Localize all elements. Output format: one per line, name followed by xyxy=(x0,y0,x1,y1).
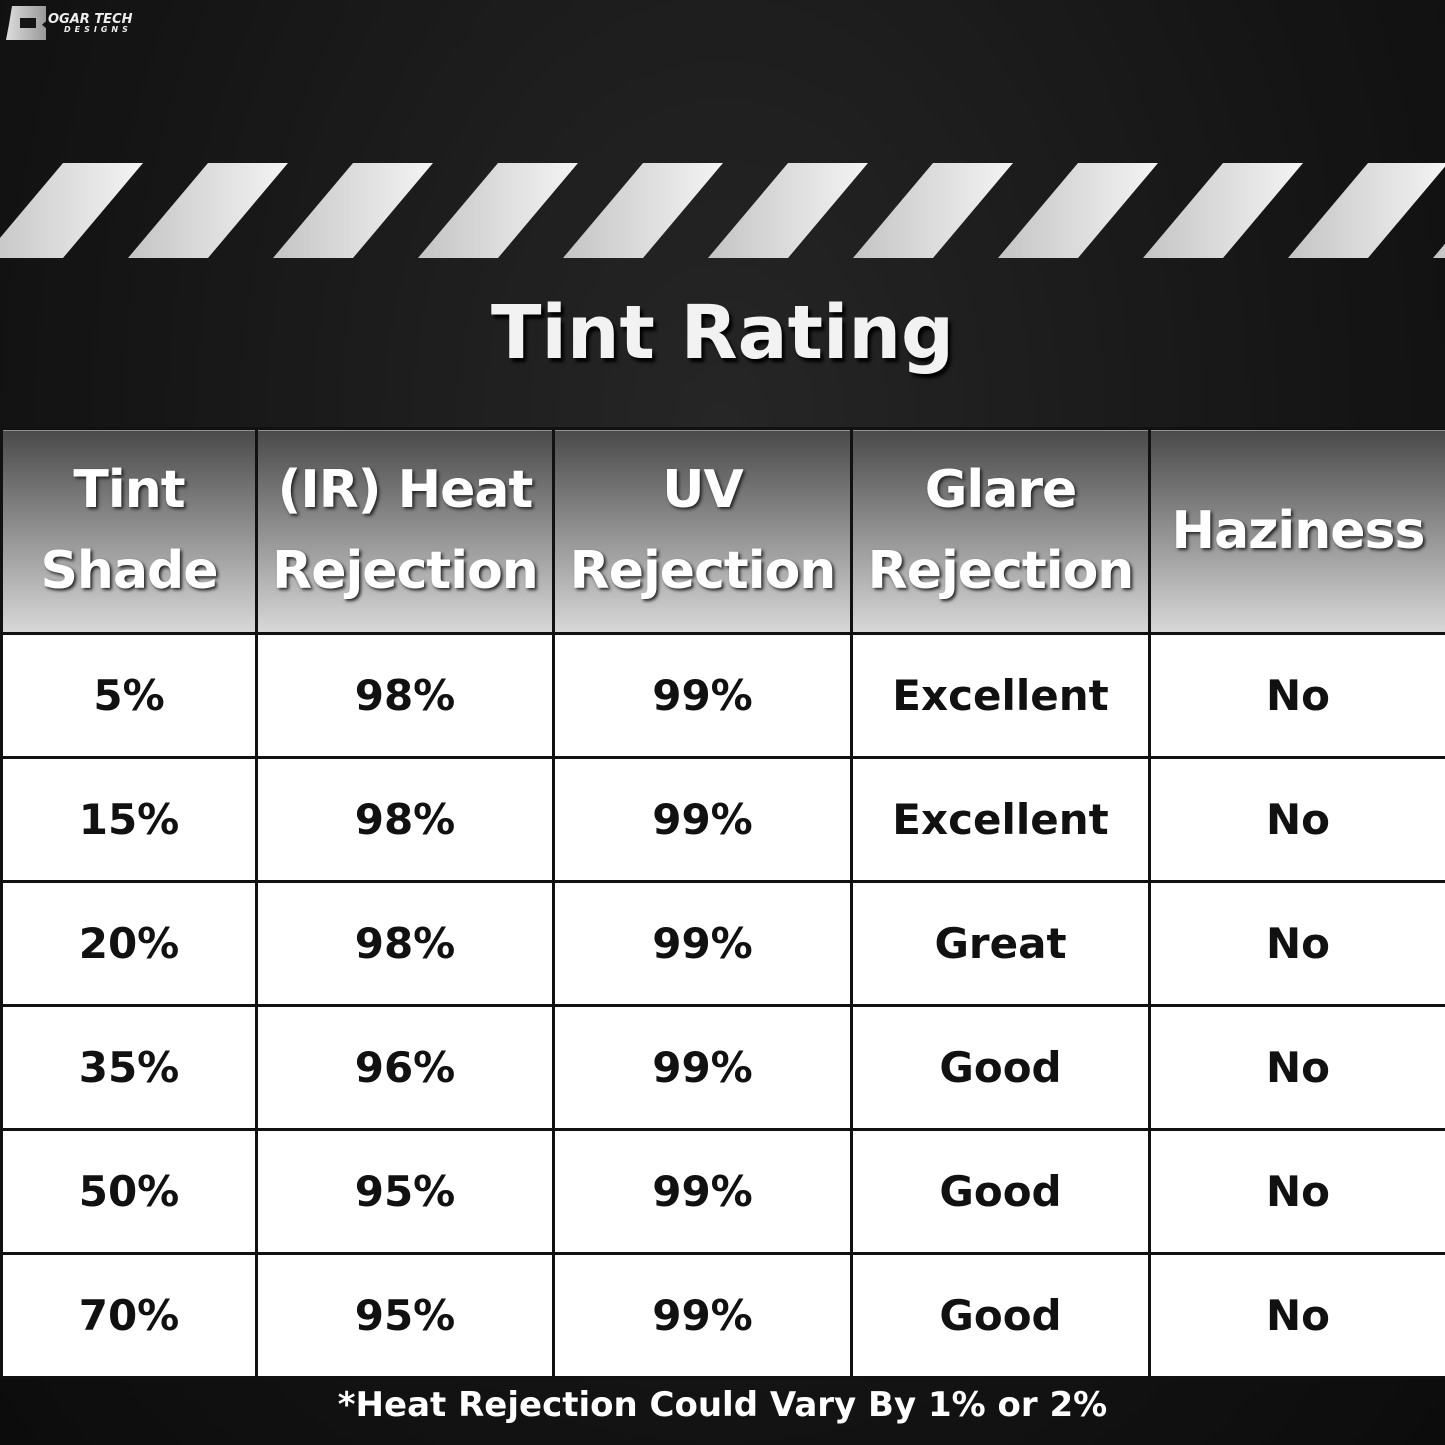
column-header: UV Rejection xyxy=(552,427,853,635)
column-header-line: (IR) Heat xyxy=(277,460,534,521)
stripe xyxy=(563,163,723,258)
table-cell: Good xyxy=(850,1004,1151,1131)
table-cell: 99% xyxy=(552,1252,853,1379)
column-header: Tint Shade xyxy=(0,427,258,635)
stripe xyxy=(273,163,433,258)
stripe xyxy=(998,163,1158,258)
logo-b-mark xyxy=(6,6,46,40)
table-cell: 99% xyxy=(552,880,853,1007)
column-header: Haziness xyxy=(1148,427,1445,635)
table-cell: Excellent xyxy=(850,632,1151,759)
table-cell: 95% xyxy=(255,1252,555,1379)
stripe xyxy=(1433,243,1445,258)
column-header-line: Shade xyxy=(40,541,218,601)
table-cell: No xyxy=(1148,1128,1445,1255)
column-header-line: Haziness xyxy=(1171,500,1426,561)
table-row: 70% 95% 99% Good No xyxy=(0,1252,1445,1379)
table-cell: No xyxy=(1148,1252,1445,1379)
stripe xyxy=(853,163,1013,258)
table-cell: Good xyxy=(850,1128,1151,1255)
column-header: Glare Rejection xyxy=(850,427,1151,635)
table-cell: 96% xyxy=(255,1004,555,1131)
column-header-line: Rejection xyxy=(569,541,837,601)
stripe xyxy=(0,163,143,258)
tint-rating-table: Tint Shade (IR) Heat Rejection UV Rejection Gl… xyxy=(0,427,1445,1379)
column-header-line: Rejection xyxy=(272,541,539,601)
table-row: 20% 98% 99% Great No xyxy=(0,880,1445,1007)
table-cell: Good xyxy=(850,1252,1151,1379)
table-row: 5% 98% 99% Excellent No xyxy=(0,632,1445,759)
logo: OGAR TECH DESIGNS xyxy=(6,6,133,40)
table-cell: 50% xyxy=(0,1128,258,1255)
column-header: (IR) Heat Rejection xyxy=(255,427,555,635)
stripe xyxy=(1143,163,1303,258)
table-row: 50% 95% 99% Good No xyxy=(0,1128,1445,1255)
column-header-line: Glare xyxy=(924,460,1078,521)
table-row: 35% 96% 99% Good No xyxy=(0,1004,1445,1131)
table-cell: No xyxy=(1148,880,1445,1007)
logo-line1: OGAR TECH xyxy=(48,11,133,27)
table-cell: 99% xyxy=(552,632,853,759)
table-cell: No xyxy=(1148,632,1445,759)
table-cell: 98% xyxy=(255,756,555,883)
stripe xyxy=(418,163,578,258)
table-row: 15% 98% 99% Excellent No xyxy=(0,756,1445,883)
table-cell: 99% xyxy=(552,756,853,883)
table-cell: 5% xyxy=(0,632,258,759)
table-cell: No xyxy=(1148,756,1445,883)
table-cell: 15% xyxy=(0,756,258,883)
table-cell: 20% xyxy=(0,880,258,1007)
column-header-line: UV xyxy=(662,460,743,521)
stripe xyxy=(708,163,868,258)
table-cell: 98% xyxy=(255,632,555,759)
table-cell: No xyxy=(1148,1004,1445,1131)
table-cell: 95% xyxy=(255,1128,555,1255)
table-cell: 35% xyxy=(0,1004,258,1131)
table-cell: 70% xyxy=(0,1252,258,1379)
table-cell: 99% xyxy=(552,1128,853,1255)
table-cell: 99% xyxy=(552,1004,853,1131)
table-cell: 98% xyxy=(255,880,555,1007)
table-cell: Excellent xyxy=(850,756,1151,883)
logo-line2: DESIGNS xyxy=(64,24,132,34)
table-cell: Great xyxy=(850,880,1151,1007)
footnote: *Heat Rejection Could Vary By 1% or 2% xyxy=(337,1385,1108,1425)
stripe xyxy=(128,163,288,258)
stripe xyxy=(1288,163,1445,258)
column-header-line: Rejection xyxy=(867,541,1135,601)
hazard-stripes xyxy=(0,163,1445,258)
column-header-line: Tint xyxy=(73,460,185,521)
page-title: Tint Rating xyxy=(491,290,954,376)
